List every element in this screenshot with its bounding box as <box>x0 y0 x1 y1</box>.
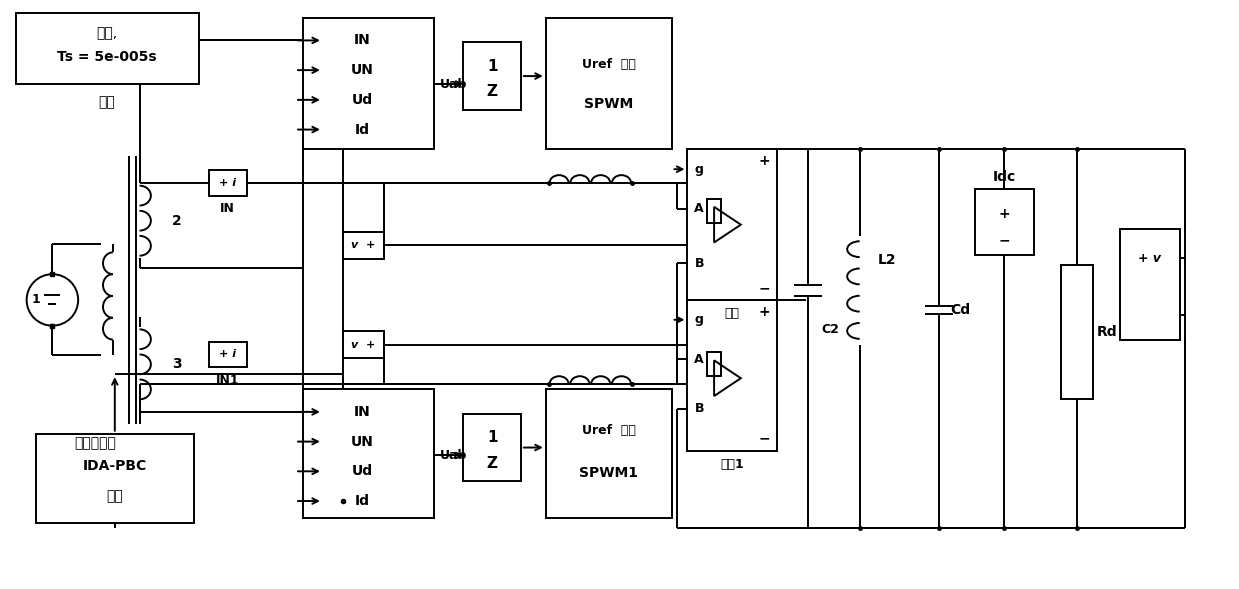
Text: Uref  脉冲: Uref 脉冲 <box>581 58 636 71</box>
Text: 1: 1 <box>487 430 498 445</box>
Text: IN: IN <box>221 202 235 216</box>
Bar <box>343 231 384 259</box>
Text: 3: 3 <box>172 358 182 371</box>
Bar <box>975 189 1035 256</box>
Text: Rd: Rd <box>1097 325 1118 339</box>
Text: 1: 1 <box>31 293 40 306</box>
Bar <box>688 150 777 300</box>
Text: C2: C2 <box>821 323 839 336</box>
Text: A: A <box>694 202 704 216</box>
Text: 线性变压器: 线性变压器 <box>74 436 116 451</box>
Text: + i: + i <box>219 178 237 188</box>
Text: 1: 1 <box>487 59 498 74</box>
Text: Cd: Cd <box>950 303 971 317</box>
Text: Ts = 5e-005s: Ts = 5e-005s <box>57 50 156 64</box>
Text: SPWM1: SPWM1 <box>579 466 638 480</box>
Text: B: B <box>695 402 704 415</box>
Text: 2: 2 <box>172 214 182 228</box>
Text: −: − <box>999 233 1010 247</box>
Text: + v: + v <box>1139 252 1161 265</box>
Text: IN1: IN1 <box>216 373 239 387</box>
Bar <box>1061 265 1094 399</box>
Text: 整流: 整流 <box>725 307 740 320</box>
Text: IN: IN <box>354 34 370 48</box>
Bar <box>463 414 520 481</box>
Text: +: + <box>999 207 1010 221</box>
Text: A: A <box>694 353 704 366</box>
Text: v  +: v + <box>351 339 375 349</box>
Text: Id: Id <box>354 494 370 508</box>
Bar <box>304 18 434 150</box>
Text: B: B <box>695 257 704 270</box>
Text: SPWM: SPWM <box>584 97 633 111</box>
Bar <box>545 389 672 518</box>
Text: Ud: Ud <box>352 464 373 478</box>
Text: Id: Id <box>354 123 370 137</box>
Text: IDA-PBC: IDA-PBC <box>83 459 147 474</box>
Text: −: − <box>758 432 771 446</box>
Text: Uref  脉冲: Uref 脉冲 <box>581 424 636 437</box>
Bar <box>304 389 434 518</box>
Bar <box>209 170 247 196</box>
Text: Z: Z <box>487 84 498 100</box>
Bar <box>16 13 199 84</box>
Text: +: + <box>758 154 771 168</box>
Text: g: g <box>695 313 704 326</box>
Text: L2: L2 <box>878 253 897 267</box>
Text: +: + <box>758 305 771 319</box>
Text: 控制: 控制 <box>107 489 123 503</box>
Text: Idc: Idc <box>992 170 1016 184</box>
Text: Uab: Uab <box>440 78 467 91</box>
Text: −: − <box>758 281 771 295</box>
Text: g: g <box>695 163 704 176</box>
Bar <box>707 199 721 223</box>
Text: 电源: 电源 <box>99 95 115 109</box>
Bar <box>688 300 777 451</box>
Text: 离散,: 离散, <box>97 27 118 41</box>
Bar <box>463 42 520 110</box>
Bar <box>343 330 384 358</box>
Text: v  +: v + <box>351 240 375 250</box>
Text: Z: Z <box>487 456 498 471</box>
Bar <box>36 434 195 523</box>
Text: Ud: Ud <box>352 93 373 107</box>
Bar <box>1120 229 1180 340</box>
Bar <box>209 342 247 368</box>
Text: IN: IN <box>354 405 370 419</box>
Text: UN: UN <box>351 435 374 449</box>
Text: Uab: Uab <box>440 449 467 462</box>
Text: + i: + i <box>219 349 237 359</box>
Bar <box>707 352 721 376</box>
Text: UN: UN <box>351 63 374 77</box>
Bar <box>545 18 672 150</box>
Text: 整流1: 整流1 <box>720 458 743 471</box>
